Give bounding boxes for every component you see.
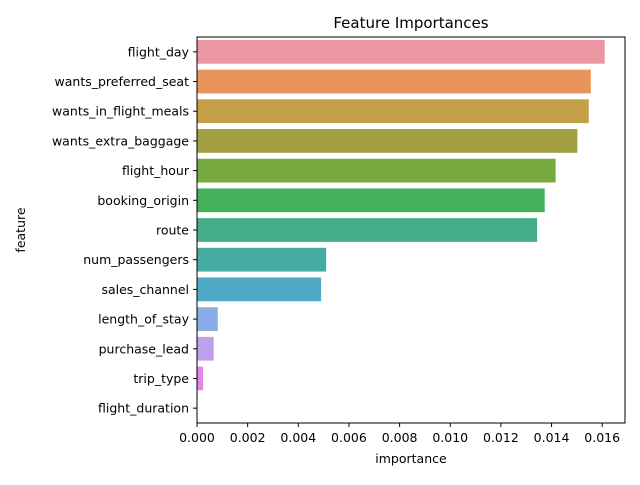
- y-tick-label: wants_in_flight_meals: [52, 104, 189, 119]
- axes-frame: [196, 36, 626, 424]
- x-axis-title: importance: [375, 451, 447, 466]
- bars-group: [197, 39, 605, 391]
- bar-flight-day: [197, 39, 605, 64]
- bar-flight-hour: [197, 158, 556, 183]
- x-tick-label: 0.012: [483, 430, 519, 445]
- bar-route: [197, 218, 538, 242]
- y-tick-label: wants_extra_baggage: [52, 133, 189, 148]
- y-tick-label: length_of_stay: [98, 312, 189, 327]
- bar-wants-in-flight-meals: [197, 99, 589, 124]
- y-tick-label: flight_hour: [122, 163, 190, 178]
- x-tick-label: 0.016: [584, 430, 620, 445]
- y-ticks-group: flight_day wants_preferred_seat wants_in_f…: [52, 44, 197, 416]
- y-tick-label: trip_type: [133, 371, 189, 386]
- x-ticks-group: 0.000 0.002 0.004 0.006 0.008 0.010 0.012 0.014…: [179, 423, 620, 445]
- y-axis-title: feature: [13, 207, 28, 252]
- bar-sales-channel: [197, 277, 322, 302]
- bar-purchase-lead: [197, 336, 214, 361]
- x-tick-label: 0.004: [280, 430, 316, 445]
- y-tick-label: flight_duration: [98, 401, 189, 416]
- x-tick-label: 0.006: [331, 430, 367, 445]
- bar-booking-origin: [197, 188, 545, 213]
- y-tick-label: flight_day: [128, 44, 190, 59]
- bar-wants-extra-baggage: [197, 129, 578, 153]
- x-tick-label: 0.000: [179, 430, 215, 445]
- x-tick-label: 0.002: [230, 430, 266, 445]
- x-tick-label: 0.010: [432, 430, 468, 445]
- bar-num-passengers: [197, 247, 327, 272]
- x-tick-label: 0.014: [534, 430, 570, 445]
- y-tick-label: num_passengers: [83, 252, 189, 267]
- bar-trip-type: [197, 366, 204, 391]
- y-tick-label: sales_channel: [101, 282, 189, 297]
- plot-frame: [196, 36, 626, 424]
- x-tick-label: 0.008: [382, 430, 418, 445]
- bar-length-of-stay: [197, 307, 218, 331]
- chart-title: Feature Importances: [333, 14, 488, 32]
- y-tick-label: wants_preferred_seat: [55, 74, 190, 89]
- y-tick-label: route: [156, 223, 189, 238]
- y-tick-label: booking_origin: [97, 193, 189, 208]
- bar-wants-preferred-seat: [197, 69, 591, 94]
- y-tick-label: purchase_lead: [99, 341, 189, 356]
